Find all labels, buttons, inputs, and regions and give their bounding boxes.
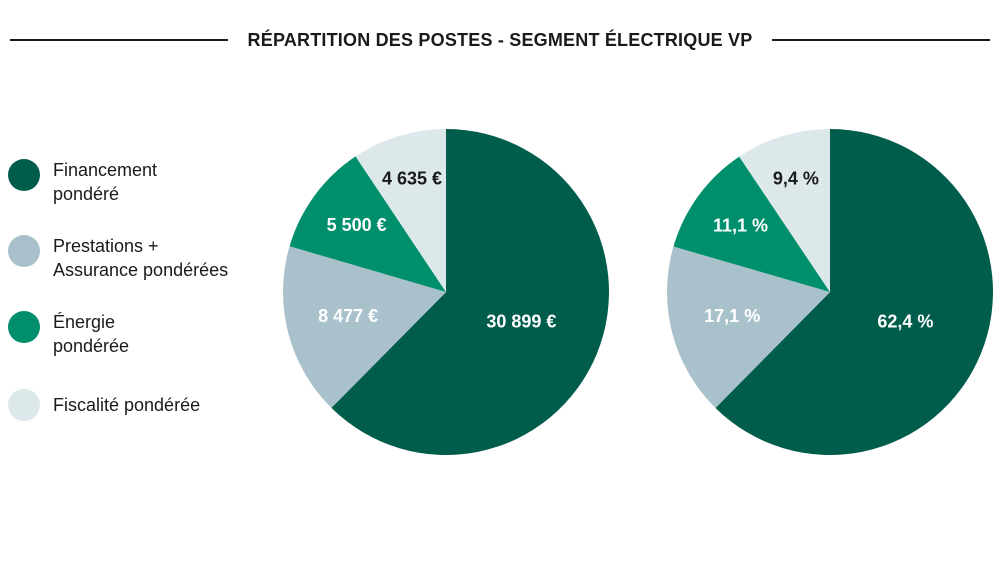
legend-item-financement: Financement pondéré (8, 158, 268, 234)
legend-item-energie: Énergie pondérée (8, 310, 268, 388)
pie1-slice-prestations (666, 246, 830, 408)
pie1-label-fiscalite: 9,4 % (773, 168, 819, 188)
pie1-label-prestations: 17,1 % (704, 306, 760, 326)
pie0-slice-fiscalite (355, 129, 446, 292)
legend-swatch-energie (8, 311, 40, 343)
pie0-label-fiscalite: 4 635 € (382, 168, 442, 188)
pie0-label-prestations: 8 477 € (318, 306, 378, 326)
pie1-label-financement: 62,4 % (877, 312, 933, 332)
pie1-slice-fiscalite (739, 129, 830, 292)
pie-chart-amounts: 30 899 € 8 477 € 5 500 € 4 635 € (282, 129, 609, 455)
pie-chart-percentages: 62,4 % 17,1 % 11,1 % 9,4 % (666, 129, 994, 456)
pie0-slice-financement (331, 129, 609, 455)
title-rule-right (772, 39, 991, 41)
pie1-label-energie: 11,1 % (713, 215, 768, 235)
legend-item-prestations: Prestations + Assurance pondérées (8, 234, 268, 310)
pie1-slice-financement (715, 129, 994, 456)
legend-swatch-financement (8, 159, 40, 191)
legend-item-fiscalite: Fiscalité pondérée (8, 388, 268, 428)
legend-swatch-fiscalite (8, 389, 40, 421)
legend-label-fiscalite: Fiscalité pondérée (53, 395, 201, 415)
title-rule-left (10, 39, 228, 41)
pie0-label-financement: 30 899 € (486, 312, 556, 332)
pie1-slice-energie (673, 156, 830, 292)
chart-title: RÉPARTITION DES POSTES - SEGMENT ÉLECTRI… (247, 29, 753, 50)
legend-label-energie: Énergie pondérée (53, 312, 130, 356)
pie0-slice-energie (289, 156, 446, 292)
pie0-label-energie: 5 500 € (327, 215, 387, 235)
legend: Financement pondéré Prestations + Assura… (8, 158, 268, 428)
title-row: RÉPARTITION DES POSTES - SEGMENT ÉLECTRI… (10, 22, 991, 58)
legend-swatch-prestations (8, 235, 40, 267)
legend-label-prestations: Prestations + Assurance pondérées (53, 236, 229, 280)
legend-label-financement: Financement pondéré (53, 160, 158, 204)
pie0-slice-prestations (282, 246, 446, 408)
